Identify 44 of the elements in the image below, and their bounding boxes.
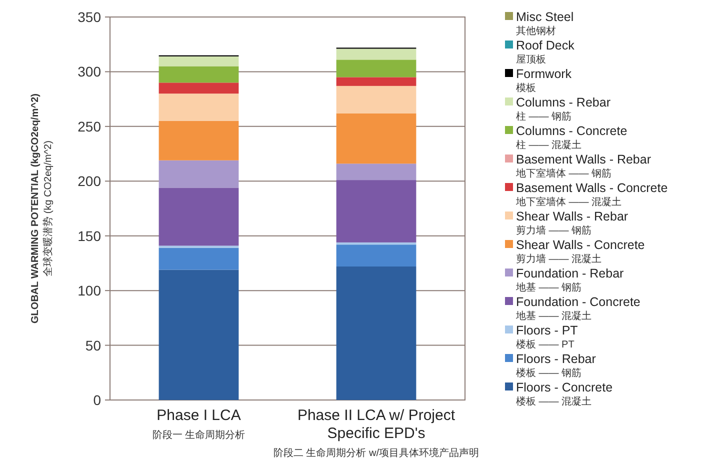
y-tick-label: 250	[78, 118, 102, 134]
bar	[158, 120, 239, 160]
y-tick-label: 100	[78, 282, 102, 299]
legend-label: Basement Walls - Concrete 地下室墙体 —— 混凝土	[515, 181, 668, 208]
bar	[158, 248, 239, 270]
legend-label: Foundation - Rebar 地基 —— 钢筋	[515, 266, 624, 294]
legend-label: Floors - Rebar 楼板 —— 钢筋	[516, 352, 596, 379]
bar	[336, 266, 416, 400]
x-tick-label: Phase II LCA w/ Project Specific EPD's 阶段二 生命周期分析 w/项目具体环境产品声明	[273, 407, 480, 459]
legend-label: Formwork 模板	[516, 67, 572, 94]
y-tick-label: 150	[78, 228, 102, 244]
bar	[158, 82, 239, 94]
bar	[158, 270, 239, 400]
legend-label: Columns - Rebar 柱 —— 钢筋	[516, 96, 610, 122]
y-tick-label: 300	[78, 64, 102, 80]
bar	[158, 56, 239, 66]
bar	[336, 242, 416, 245]
y-tick-label: 200	[78, 173, 102, 190]
legend-label: Roof Deck 屋顶板	[516, 38, 576, 66]
x-tick-label: Phase I LCA 阶段一 生命周期分析	[152, 407, 246, 441]
legend-label: Floors - PT 楼板 —— PT	[516, 324, 578, 350]
y-axis-title: GLOBAL WARMING POTENTIAL (kgCO2eq/m^2) 全球变暖潜势 (kg CO2eq/m^2)	[30, 94, 54, 324]
legend-label: Shear Walls - Concrete 剪力墙 —— 混凝土	[516, 238, 645, 265]
legend-label: Shear Walls - Rebar 剪力墙 —— 钢筋	[516, 210, 628, 236]
bar	[158, 94, 239, 121]
legend-label: Misc Steel 其他钢材	[516, 10, 574, 37]
bar	[158, 160, 239, 188]
bar	[336, 244, 416, 266]
bar	[158, 188, 239, 246]
y-tick-label: 350	[78, 9, 102, 25]
legend-label: Foundation - Concrete 地基 —— 混凝土	[515, 295, 640, 322]
bar	[336, 113, 416, 164]
bar	[336, 77, 416, 86]
legend-label: Columns - Concrete 柱 —— 混凝土	[516, 124, 628, 151]
bar	[336, 180, 416, 242]
bar	[158, 66, 239, 83]
legend-label: Basement Walls - Rebar 地下室墙体 —— 钢筋	[515, 152, 651, 180]
bar	[336, 164, 416, 180]
y-tick-label: 0	[93, 392, 102, 408]
bar	[336, 86, 416, 114]
bar	[336, 60, 416, 78]
bar	[336, 48, 416, 60]
y-tick-label: 50	[85, 337, 102, 354]
legend-label: Floors - Concrete 楼板 —— 混凝土	[516, 380, 613, 408]
